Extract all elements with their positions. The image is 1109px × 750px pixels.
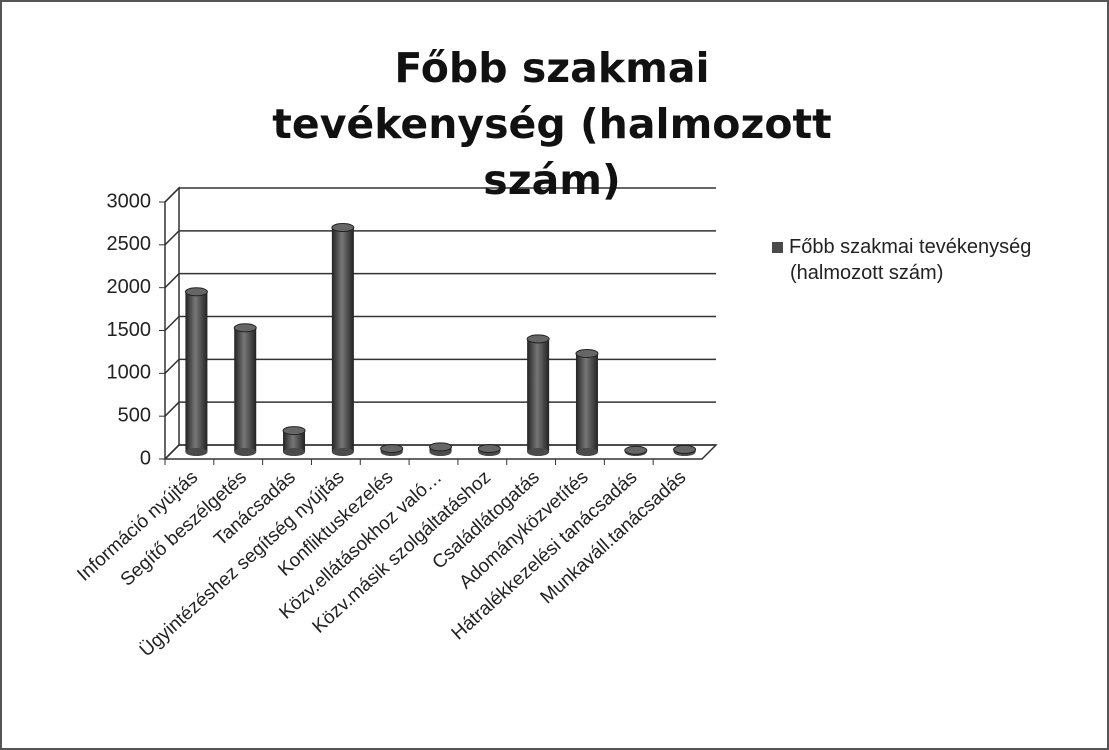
y-tick-label: 1500 — [107, 319, 152, 341]
bar-top — [233, 323, 257, 333]
bar — [233, 323, 257, 456]
bar-bottom — [185, 448, 208, 456]
bar-body — [331, 227, 354, 452]
bar-top — [184, 287, 208, 297]
grid-line — [164, 315, 716, 332]
grid-line — [164, 187, 716, 203]
bar-body — [575, 353, 598, 452]
legend-swatch — [772, 242, 783, 253]
bar — [331, 223, 355, 456]
bar-top — [673, 444, 697, 454]
y-tick-label: 3000 — [107, 190, 152, 212]
grid-line — [164, 272, 716, 289]
bar-body — [283, 430, 306, 452]
bar — [380, 444, 404, 456]
y-tick-label: 0 — [140, 447, 151, 469]
bar-body — [527, 338, 550, 452]
bar-body — [234, 327, 257, 452]
bar-bottom — [527, 448, 550, 456]
bar-bottom — [283, 448, 306, 456]
legend: Főbb szakmai tevékenység (halmozott szám… — [772, 234, 1080, 286]
bar-bottom — [575, 448, 598, 456]
bar-top — [575, 348, 599, 358]
bar — [575, 348, 599, 456]
bar-top — [380, 444, 404, 454]
bar-top — [526, 334, 550, 344]
bar — [526, 334, 550, 456]
bar-top — [477, 444, 501, 454]
bar-bottom — [331, 448, 354, 456]
bar — [673, 444, 697, 456]
y-tick-label: 2000 — [107, 276, 152, 298]
bar-top — [429, 442, 452, 452]
bar — [429, 442, 452, 456]
grid-line — [164, 230, 716, 246]
chart-title: Főbb szakmai tevékenység (halmozott szám… — [272, 44, 832, 204]
bar — [282, 426, 306, 456]
y-tick-label: 2500 — [107, 233, 152, 255]
bar-top — [331, 223, 355, 233]
bar-top — [282, 426, 306, 436]
bar-bottom — [234, 448, 257, 456]
bar — [477, 444, 501, 456]
bar-top — [624, 445, 648, 455]
bar — [624, 445, 648, 456]
bar-body — [185, 291, 208, 452]
bar — [184, 287, 208, 456]
legend-label: Főbb szakmai tevékenység (halmozott szám… — [789, 236, 1032, 284]
y-tick-label: 1000 — [107, 362, 152, 384]
y-tick-label: 500 — [118, 404, 151, 426]
